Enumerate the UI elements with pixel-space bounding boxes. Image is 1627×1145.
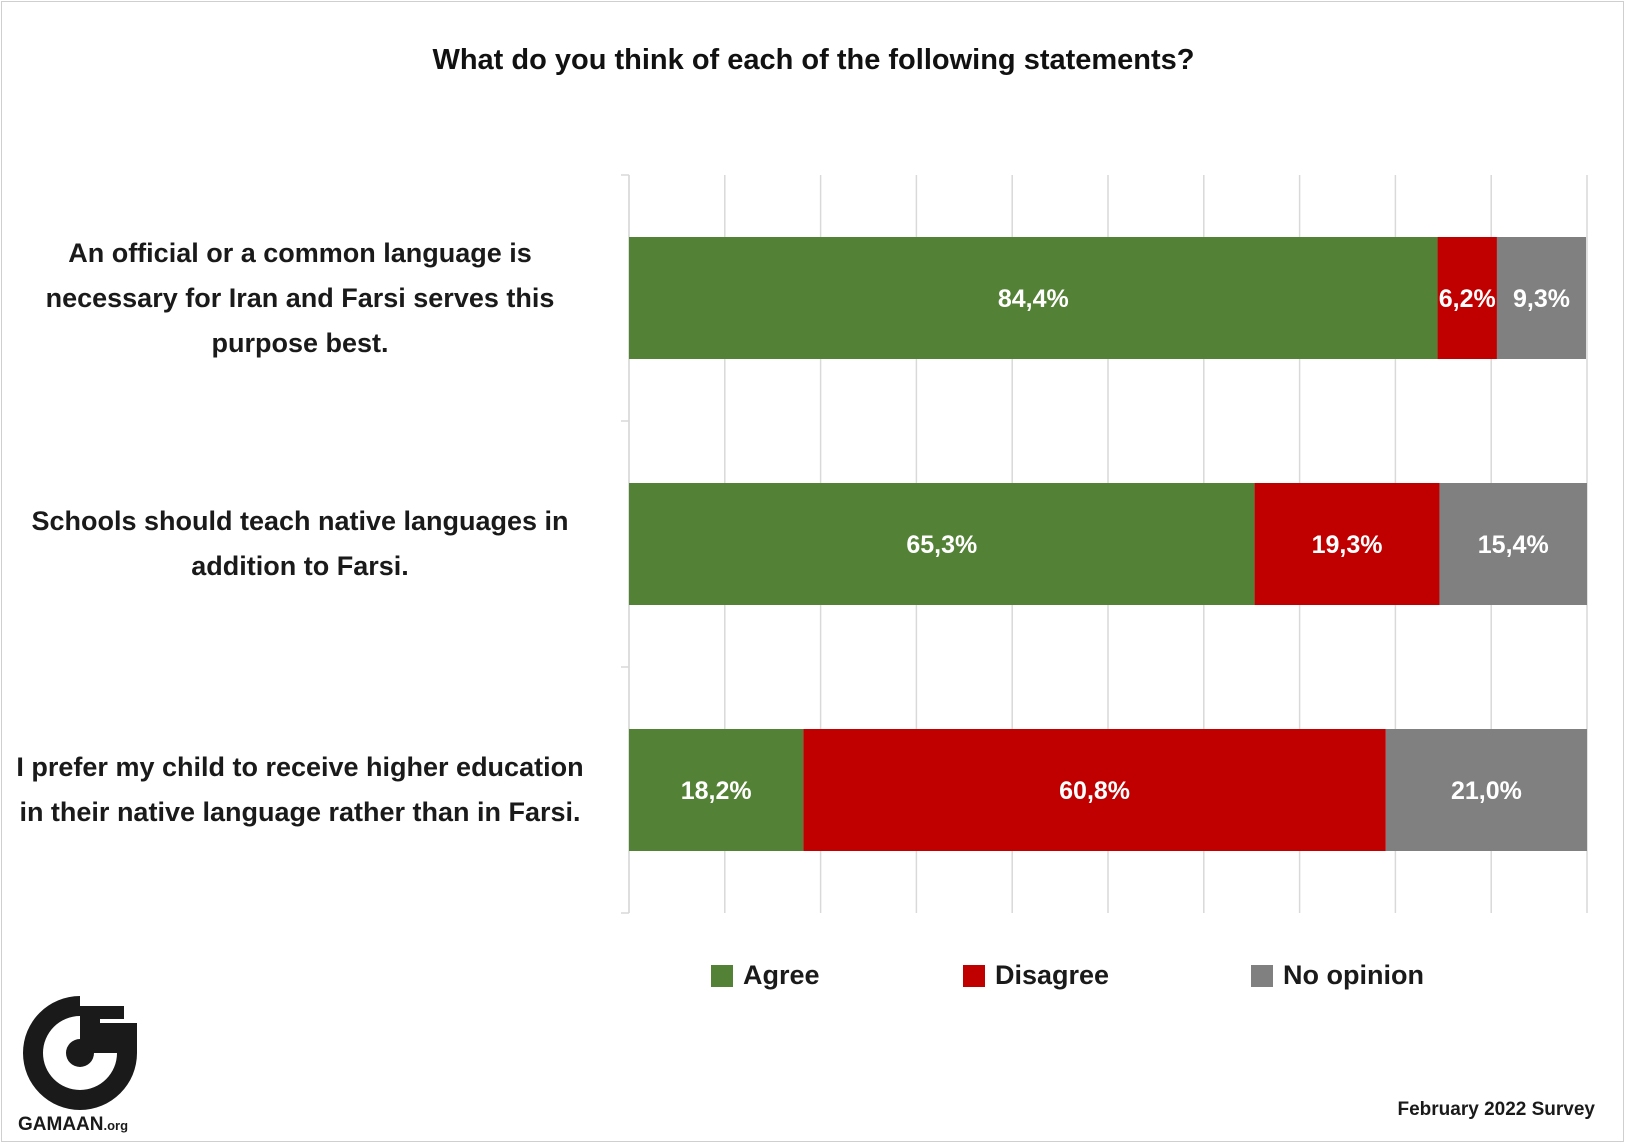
category-label: An official or a common language is neces… [0,231,600,366]
legend-swatch-disagree [963,964,985,987]
category-label-line: I prefer my child to receive higher educ… [16,752,584,782]
gamaan-logo-icon [23,996,137,1110]
bar-disagree [803,729,1386,851]
data-label-disagree: 6,2% [1439,285,1496,313]
bar-agree [629,237,1438,359]
legend-item-no-opinion: No opinion [1251,960,1424,991]
legend-item-disagree: Disagree [963,960,1109,991]
bar-disagree [1437,237,1497,359]
legend-label-agree: Agree [743,960,820,990]
data-label-no-opinion: 9,3% [1513,285,1570,313]
bar-agree [629,483,1255,605]
data-label-no-opinion: 15,4% [1478,531,1549,559]
category-label-line: in their native language rather than in … [19,797,581,827]
category-label-line: Schools should teach native languages in [31,506,569,536]
legend-swatch-agree [711,964,733,987]
logo-suffix: .org [103,1118,129,1133]
bar-no-opinion [1439,483,1587,605]
category-label: Schools should teach native languages in… [0,499,600,589]
legend-item-agree: Agree [711,960,820,991]
survey-date-note: February 2022 Survey [1397,1099,1595,1120]
bar-no-opinion [1496,237,1587,359]
data-label-agree: 18,2% [681,777,752,805]
data-label-no-opinion: 21,0% [1451,777,1522,805]
logo-name: GAMAAN [18,1114,104,1135]
chart-title: What do you think of each of the followi… [432,44,1195,76]
data-label-disagree: 19,3% [1312,531,1383,559]
bar-agree [629,729,804,851]
category-label-line: necessary for Iran and Farsi serves this [45,282,555,313]
category-label-line: An official or a common language is [68,237,532,268]
bar-disagree [1254,483,1440,605]
data-label-disagree: 60,8% [1059,777,1130,805]
category-label-line: addition to Farsi. [191,551,409,581]
bar-no-opinion [1385,729,1587,851]
category-label-line: purpose best. [211,327,389,358]
data-label-agree: 65,3% [906,531,977,559]
legend-label-no-opinion: No opinion [1283,960,1424,990]
logo-wordmark: GAMAAN.org [18,1114,128,1136]
category-label: I prefer my child to receive higher educ… [0,745,600,835]
legend-swatch-no-opinion [1251,964,1273,987]
legend-label-disagree: Disagree [995,960,1110,990]
data-label-agree: 84,4% [998,285,1069,313]
